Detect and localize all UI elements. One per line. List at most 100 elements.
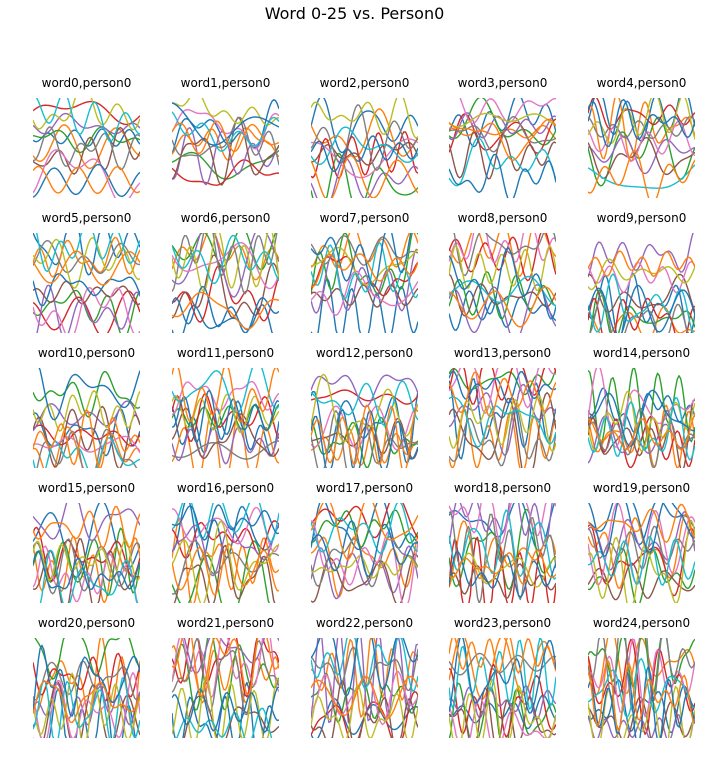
subplot-title: word13,person0 [453,346,552,360]
subplot-plot-area [588,98,695,198]
series-line [588,98,695,163]
subplot-plot-area [172,233,279,333]
series-line [449,678,556,738]
series-line [172,242,279,290]
series-line [33,250,140,286]
subplot-panel: word16,person0 [172,481,279,603]
series-line [588,284,695,333]
series-line [311,104,418,171]
series-line [172,686,279,733]
subplot-panel: word20,person0 [33,616,140,738]
series-line [33,165,140,194]
subplot-title: word16,person0 [176,481,275,495]
series-line [449,638,556,714]
series-line [33,680,140,724]
series-line [172,517,279,603]
series-line [449,549,556,585]
series-line [172,254,279,319]
subplot-title: word1,person0 [180,76,271,90]
series-line [172,234,279,285]
series-line [311,270,418,316]
series-line [449,124,556,140]
subplot-panel: word13,person0 [449,346,556,468]
series-line [311,646,418,692]
series-line [588,150,695,198]
series-line [449,233,556,277]
series-line [33,550,140,590]
series-line [311,509,418,549]
series-line [311,380,418,426]
subplot-plot-area [33,368,140,468]
series-line [449,392,556,468]
series-line [172,440,279,460]
series-line [459,98,556,125]
subplot-panel: word2,person0 [311,76,418,198]
series-line [311,242,418,300]
series-line [33,124,140,170]
series-line [33,149,140,198]
subplot-panel: word5,person0 [33,211,140,333]
series-line [588,389,695,448]
series-line [172,504,279,541]
series-line [311,555,418,579]
series-line [449,396,556,448]
subplot-title: word0,person0 [41,76,132,90]
subplot-panel: word1,person0 [172,76,279,198]
series-line [33,424,140,447]
series-line [33,503,140,542]
series-line [33,405,140,468]
series-line [449,112,556,141]
series-line [172,389,279,443]
subplot-plot-area [449,638,556,738]
series-line [311,233,412,288]
series-line [311,141,418,166]
series-line [588,98,695,145]
subplot-title: word4,person0 [596,76,687,90]
subplot-title: word2,person0 [319,76,410,90]
series-line [33,652,140,702]
series-line [449,697,556,738]
subplot-panel: word9,person0 [588,211,695,333]
series-line [449,638,556,674]
series-line [172,233,279,298]
series-line [172,116,279,166]
subplot-plot-area [449,98,556,198]
series-line [588,638,695,735]
series-line [39,549,139,603]
series-line [588,98,695,130]
subplot-plot-area [311,233,418,333]
series-line [33,280,140,306]
series-line [588,387,695,434]
series-line [588,397,695,461]
subplot-panel: word12,person0 [311,346,418,468]
series-line [311,503,418,560]
series-line [311,253,418,288]
series-line [311,417,418,460]
series-line [311,108,418,158]
subplot-panel: word0,person0 [33,76,140,198]
series-line [449,371,556,418]
subplot-plot-area [588,368,695,468]
series-line [588,658,695,718]
series-line [449,137,556,187]
series-line [311,135,418,173]
series-line [588,115,695,140]
series-line [588,399,695,468]
series-line [33,287,140,333]
subplot-plot-area [172,503,279,603]
series-line [449,368,556,414]
subplot-panel: word4,person0 [588,76,695,198]
subplot-panel: word24,person0 [588,616,695,738]
series-line [588,659,695,732]
series-line [172,98,279,126]
series-line [33,370,140,418]
series-line [36,233,140,273]
subplot-plot-area [588,638,695,738]
subplot-title: word11,person0 [176,346,275,360]
subplot-title: word20,person0 [37,616,136,630]
subplot-plot-area [33,638,140,738]
series-line [311,233,418,295]
series-line [311,374,418,408]
series-line [311,126,418,166]
subplot-plot-area [311,373,418,468]
